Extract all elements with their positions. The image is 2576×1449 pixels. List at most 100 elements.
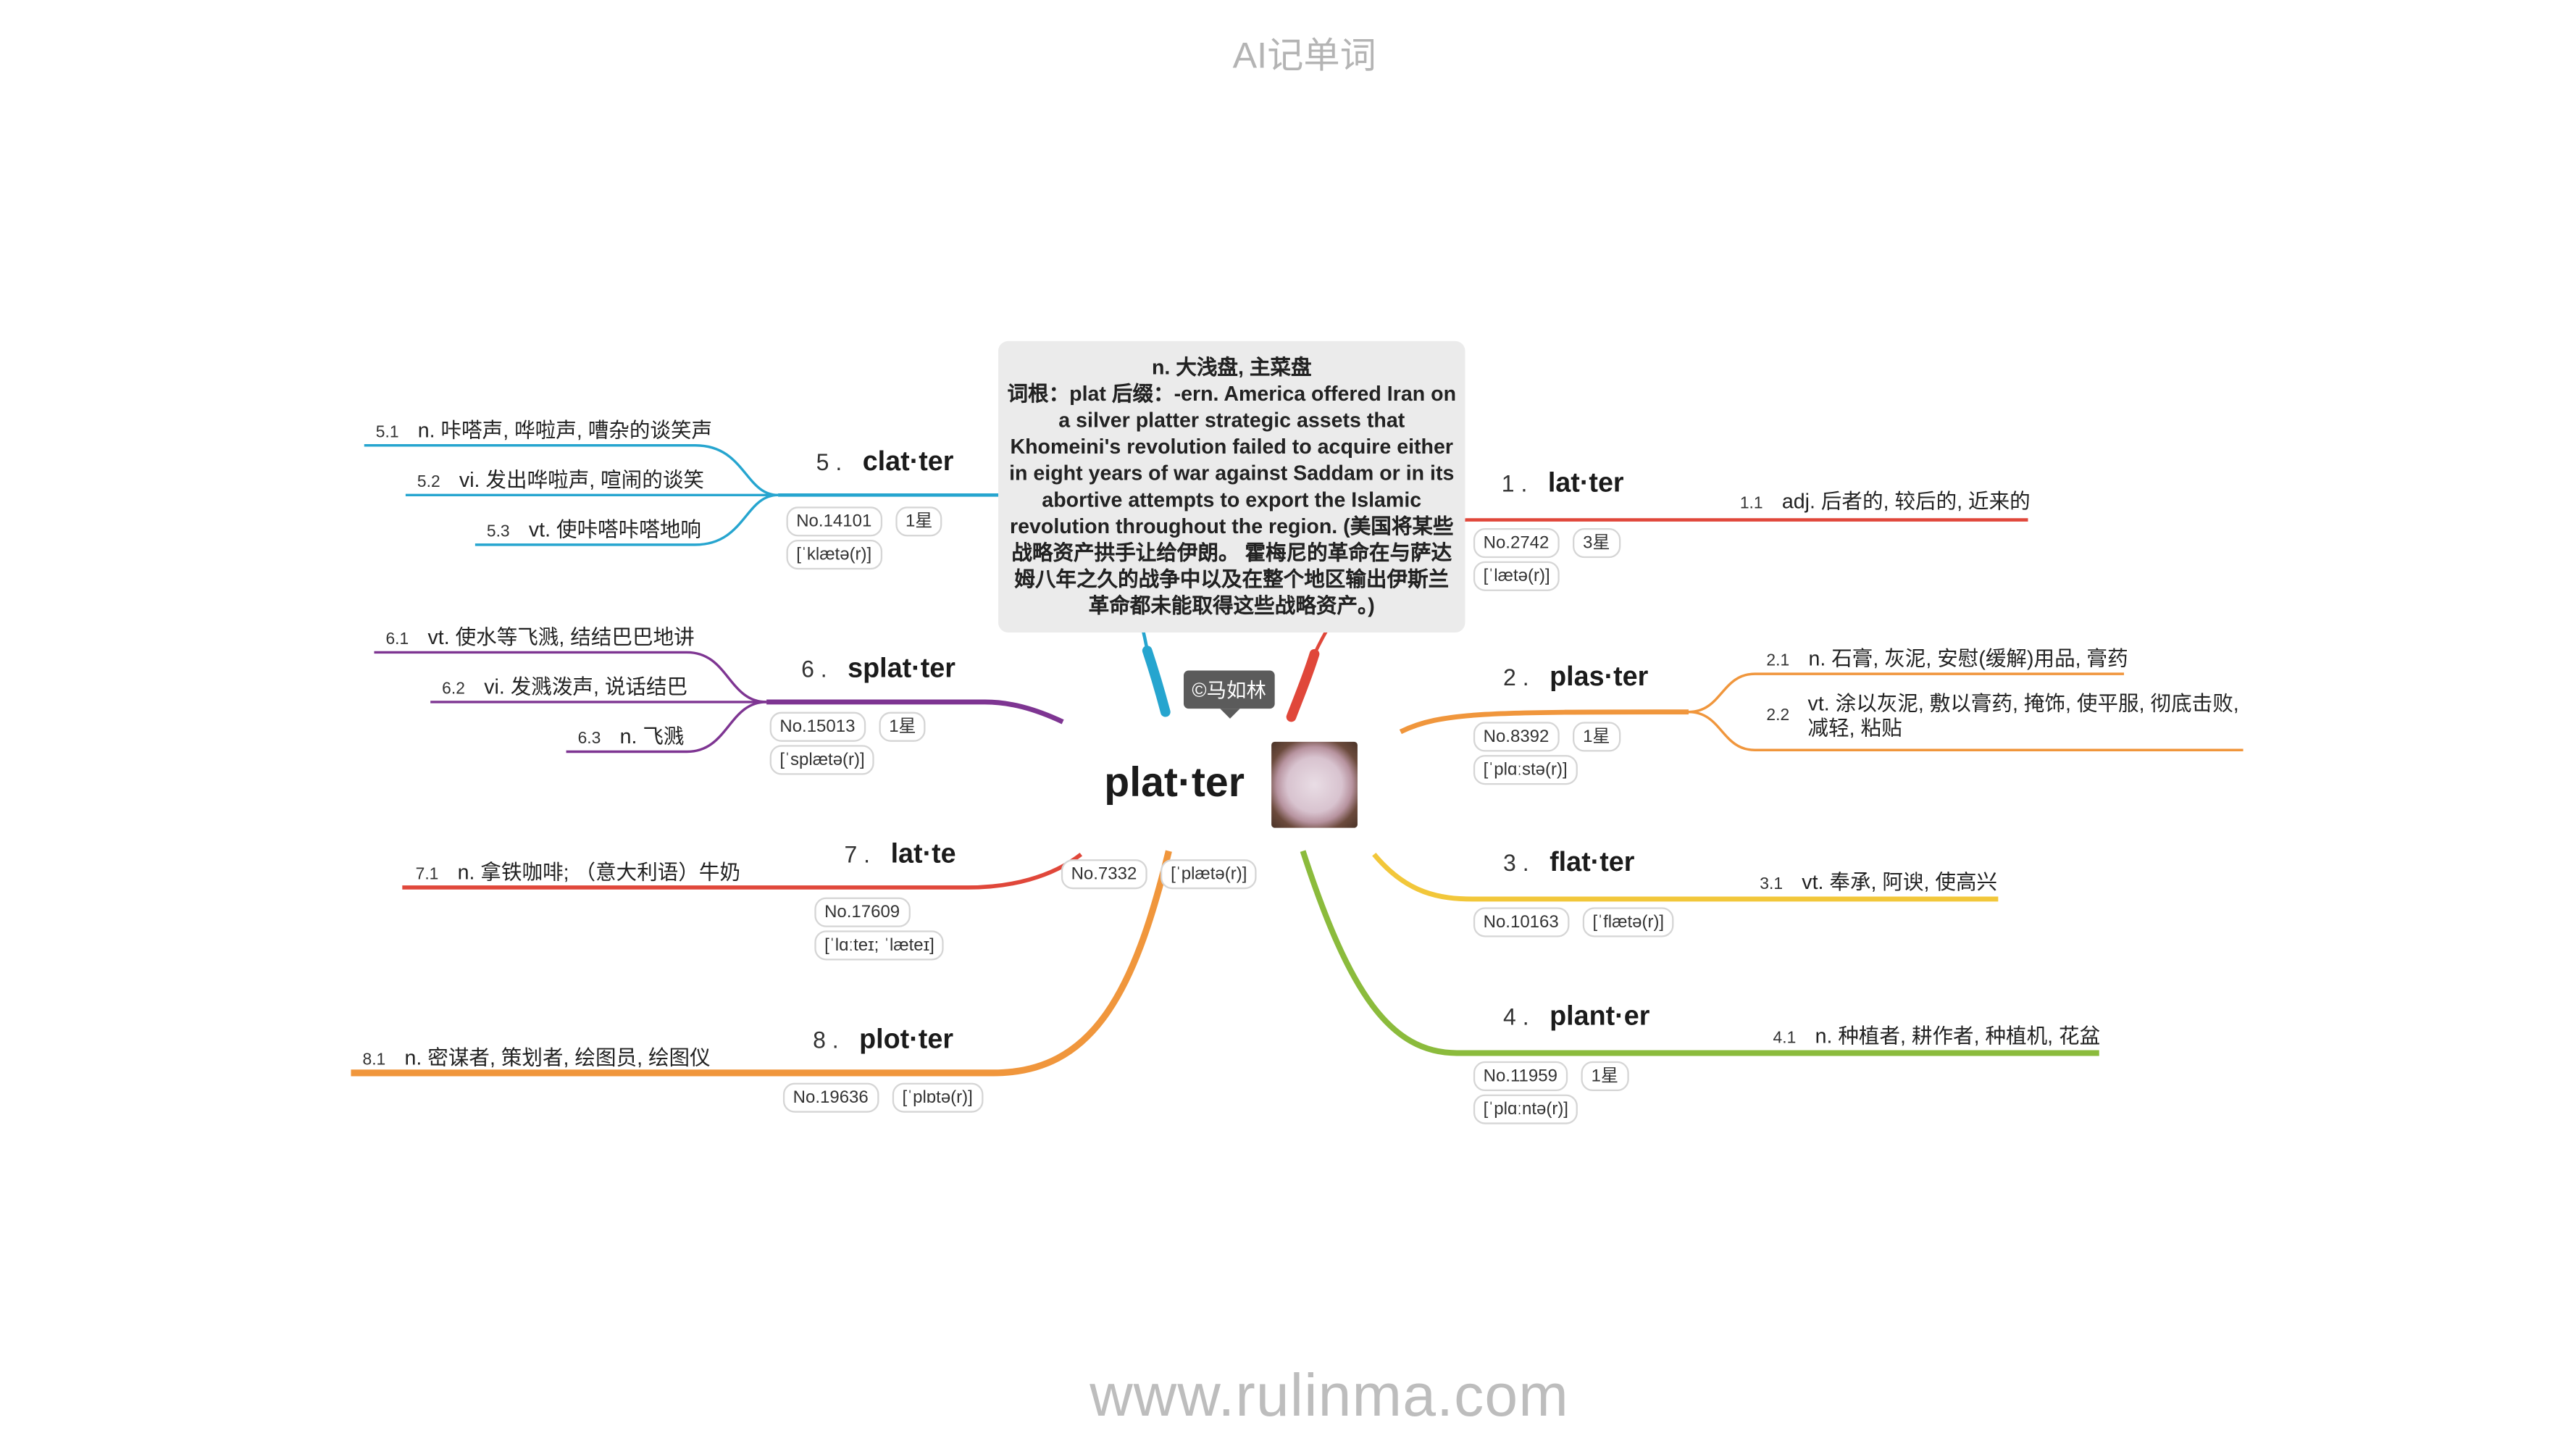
definition-text: adj. 后者的, 较后的, 近来的 [1781, 490, 2031, 514]
connector-2 [1399, 709, 1689, 735]
branch-number: 3 . [1503, 849, 1529, 876]
branch-8-tags: No.19636 [ˈplɒtə(r)] [782, 1081, 990, 1113]
connector-2-1 [1688, 672, 2125, 714]
platter-image [1271, 741, 1358, 828]
definition-text: vt. 使咔嗒咔嗒地响 [528, 518, 701, 542]
star-tag: 1星 [879, 711, 927, 742]
branch-4-title[interactable]: 4 . plant·er [1503, 1002, 1649, 1033]
phonetic-tag: [ˈklætə(r)] [786, 540, 882, 570]
branch-7-phonetic-row: [ˈlɑːteɪ; ˈlæteɪ] [814, 929, 950, 961]
tooltip-definition: n. 大浅盘, 主菜盘 [1151, 356, 1312, 380]
center-word[interactable]: plat·ter [1104, 759, 1245, 806]
branch-6-phonetic-row: [ˈsplætə(r)] [769, 743, 882, 775]
rank-tag: No.10163 [1473, 907, 1569, 938]
branch-number: 6 . [801, 655, 827, 682]
branch-number: 4 . [1503, 1003, 1529, 1030]
branch-number: 7 . [844, 840, 871, 868]
connector-6 [766, 699, 1064, 724]
header-title: AI记单词 [1232, 34, 1376, 77]
branch-word: plas·ter [1550, 662, 1649, 693]
connector-5-3 [474, 493, 779, 546]
branch-8-title[interactable]: 8 . plot·ter [813, 1025, 953, 1056]
branch-word: clat·ter [862, 447, 954, 477]
definition-tooltip: n. 大浅盘, 主菜盘 词根：plat 后缀：-ern. America off… [998, 341, 1465, 632]
connector-6-1 [374, 651, 767, 703]
branch-6-tags: No.15013 1星 [769, 710, 933, 742]
spoke-5 [1142, 646, 1171, 717]
definition-3-1: 3.1 vt. 奉承, 阿谀, 使高兴 [1760, 864, 1997, 895]
rank-tag: No.19636 [782, 1082, 879, 1113]
rank-tag: No.11959 [1473, 1061, 1568, 1092]
definition-text: vi. 发出哗啦声, 喧闹的谈笑 [459, 468, 704, 492]
definition-2-1: 2.1 n. 石膏, 灰泥, 安慰(缓解)用品, 膏药 [1766, 640, 2128, 672]
definition-text: n. 拿铁咖啡; （意大利语）牛奶 [457, 861, 741, 885]
connector-5-1 [364, 444, 779, 497]
definition-text: vt. 使水等飞溅, 结结巴巴地讲 [427, 625, 695, 649]
spoke-1 [1286, 648, 1320, 722]
copyright-badge: ©马如林 [1183, 670, 1275, 709]
rank-tag: No.8392 [1473, 722, 1560, 752]
center-phonetic-tag: [ˈplætə(r)] [1161, 859, 1258, 890]
branch-2-title[interactable]: 2 . plas·ter [1503, 662, 1648, 693]
branch-1-title[interactable]: 1 . lat·ter [1502, 469, 1624, 500]
branch-6-title[interactable]: 6 . splat·ter [801, 654, 955, 685]
branch-1-phonetic-row: [ˈlætə(r)] [1473, 559, 1567, 591]
branch-5-tags: No.14101 1星 [786, 505, 950, 537]
star-tag: 1星 [895, 506, 943, 537]
definition-text: vt. 涂以灰泥, 敷以膏药, 掩饰, 使平服, 彻底击败, 减轻, 粘贴 [1807, 692, 2239, 740]
phonetic-tag: [ˈlɑːteɪ; ˈlæteɪ] [814, 930, 945, 961]
definition-6-2: 6.2 vi. 发溅泼声, 说话结巴 [442, 669, 687, 700]
branch-4-tags: No.11959 1星 [1473, 1060, 1635, 1092]
connector-8 [351, 850, 1172, 1077]
definition-number: 6.1 [385, 630, 409, 649]
branch-word: splat·ter [848, 653, 955, 684]
definition-number: 3.1 [1760, 875, 1783, 895]
definition-number: 2.1 [1766, 652, 1790, 671]
phonetic-tag: [ˈplɒtə(r)] [892, 1082, 983, 1113]
definition-text: n. 密谋者, 策划者, 绘图员, 绘图仪 [404, 1046, 711, 1070]
branch-word: plot·ter [859, 1024, 954, 1055]
definition-6-3: 6.3 n. 飞溅 [578, 719, 685, 750]
definition-1-1: 1.1 adj. 后者的, 较后的, 近来的 [1740, 483, 2031, 514]
branch-4-phonetic-row: [ˈplɑːntə(r)] [1473, 1093, 1585, 1124]
definition-number: 2.2 [1766, 706, 1790, 725]
branch-5-phonetic-row: [ˈklætə(r)] [786, 538, 889, 570]
branch-number: 8 . [813, 1026, 839, 1053]
definition-7-1: 7.1 n. 拿铁咖啡; （意大利语）牛奶 [416, 854, 740, 885]
branch-3-tags: No.10163 [ˈflætə(r)] [1473, 906, 1681, 938]
copyright-badge-pointer [1220, 709, 1240, 719]
connector-4 [1300, 850, 2099, 1056]
branch-7-tags: No.17609 [814, 895, 916, 927]
connector-6-3 [566, 701, 767, 753]
phonetic-tag: [ˈsplætə(r)] [769, 745, 875, 775]
branch-7-title[interactable]: 7 . lat·te [845, 840, 956, 871]
footer-url[interactable]: www.rulinma.com [1090, 1361, 1569, 1429]
center-rank-tag: No.7332 [1061, 859, 1147, 890]
definition-number: 6.2 [442, 680, 465, 699]
phonetic-tag: [ˈflætə(r)] [1582, 907, 1674, 938]
definition-8-1: 8.1 n. 密谋者, 策划者, 绘图员, 绘图仪 [362, 1040, 710, 1071]
branch-2-tags: No.8392 1星 [1473, 720, 1626, 752]
definition-number: 5.1 [375, 424, 399, 443]
branch-1-tags: No.2742 3星 [1473, 527, 1626, 559]
definition-number: 4.1 [1773, 1030, 1797, 1048]
definition-number: 5.3 [486, 523, 510, 542]
star-tag: 3星 [1573, 528, 1621, 559]
rank-tag: No.15013 [769, 711, 866, 742]
definition-4-1: 4.1 n. 种植者, 耕作者, 种植机, 花盆 [1773, 1018, 2101, 1049]
branch-5-title[interactable]: 5 . clat·ter [816, 447, 954, 478]
definition-5-3: 5.3 vt. 使咔嗒咔嗒地响 [487, 511, 701, 543]
definition-number: 7.1 [415, 866, 439, 885]
phonetic-tag: [ˈplɑːntə(r)] [1473, 1094, 1578, 1124]
definition-2-2: 2.2 vt. 涂以灰泥, 敷以膏药, 掩饰, 使平服, 彻底击败, 减轻, 粘… [1766, 692, 2241, 742]
definition-text: n. 飞溅 [619, 724, 685, 748]
definition-text: vi. 发溅泼声, 说话结巴 [484, 675, 688, 699]
rank-tag: No.14101 [786, 506, 882, 537]
definition-number: 5.2 [417, 473, 440, 492]
definition-number: 6.3 [577, 730, 601, 748]
center-tags: No.7332 [ˈplætə(r)] [1061, 858, 1263, 890]
branch-number: 2 . [1503, 664, 1529, 690]
branch-3-title[interactable]: 3 . flat·ter [1503, 848, 1634, 879]
